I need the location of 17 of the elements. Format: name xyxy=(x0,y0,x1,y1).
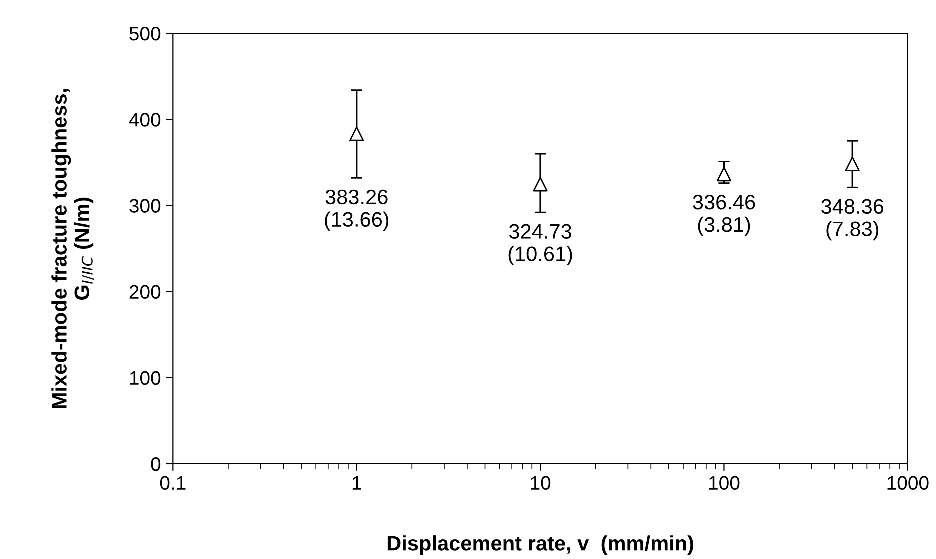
y-tick-label: 100 xyxy=(130,371,161,386)
x-tick-label: 1 xyxy=(352,476,362,490)
y-tick-label: 500 xyxy=(130,27,161,41)
x-tick-label: 10 xyxy=(531,476,551,490)
x-tick-label: 1000 xyxy=(888,476,929,490)
data-label: 324.73 (10.61) xyxy=(508,224,572,266)
x-axis-title: Displacement rate, v (mm/min) xyxy=(388,536,694,555)
y-tick-label: 200 xyxy=(130,285,161,300)
y-tick-label: 400 xyxy=(129,113,161,127)
y-axis-title: Mixed-mode fracture toughness, G$_{I/IIC}$ (N/m) xyxy=(52,89,94,408)
data-label: 336.46 (3.81) xyxy=(693,194,756,236)
data-label: 348.36 (7.83) xyxy=(822,199,884,241)
x-tick-label: 100 xyxy=(709,476,740,490)
y-tick-label: 300 xyxy=(130,199,161,213)
data-label: 383.26 (13.66) xyxy=(325,190,389,232)
x-tick-label: 0.1 xyxy=(160,476,186,490)
y-tick-label: 0 xyxy=(151,457,161,472)
